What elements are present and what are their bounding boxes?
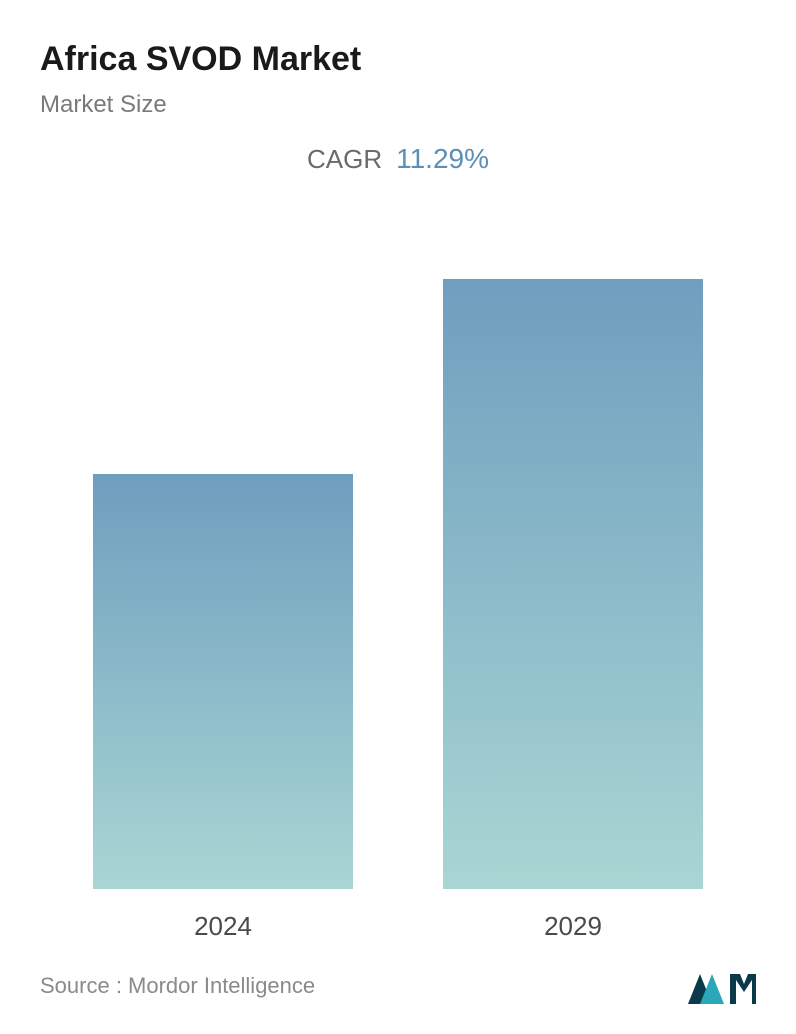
- bar-2029: [443, 279, 703, 889]
- cagr-label: CAGR: [307, 144, 382, 175]
- footer: Source : Mordor Intelligence: [40, 942, 756, 1034]
- bar-2029-label: 2029: [544, 911, 602, 942]
- chart-area: 2024 2029: [40, 215, 756, 942]
- cagr-row: CAGR 11.29%: [40, 143, 756, 175]
- bar-2024-label: 2024: [194, 911, 252, 942]
- bar-2024: [93, 474, 353, 889]
- cagr-value: 11.29%: [396, 143, 489, 175]
- bar-2024-wrap: 2024: [93, 474, 353, 942]
- chart-title: Africa SVOD Market: [40, 40, 756, 79]
- source-text: Source : Mordor Intelligence: [40, 973, 315, 999]
- mordor-logo-icon: [686, 966, 756, 1006]
- chart-subtitle: Market Size: [40, 91, 756, 119]
- bar-2029-wrap: 2029: [443, 279, 703, 942]
